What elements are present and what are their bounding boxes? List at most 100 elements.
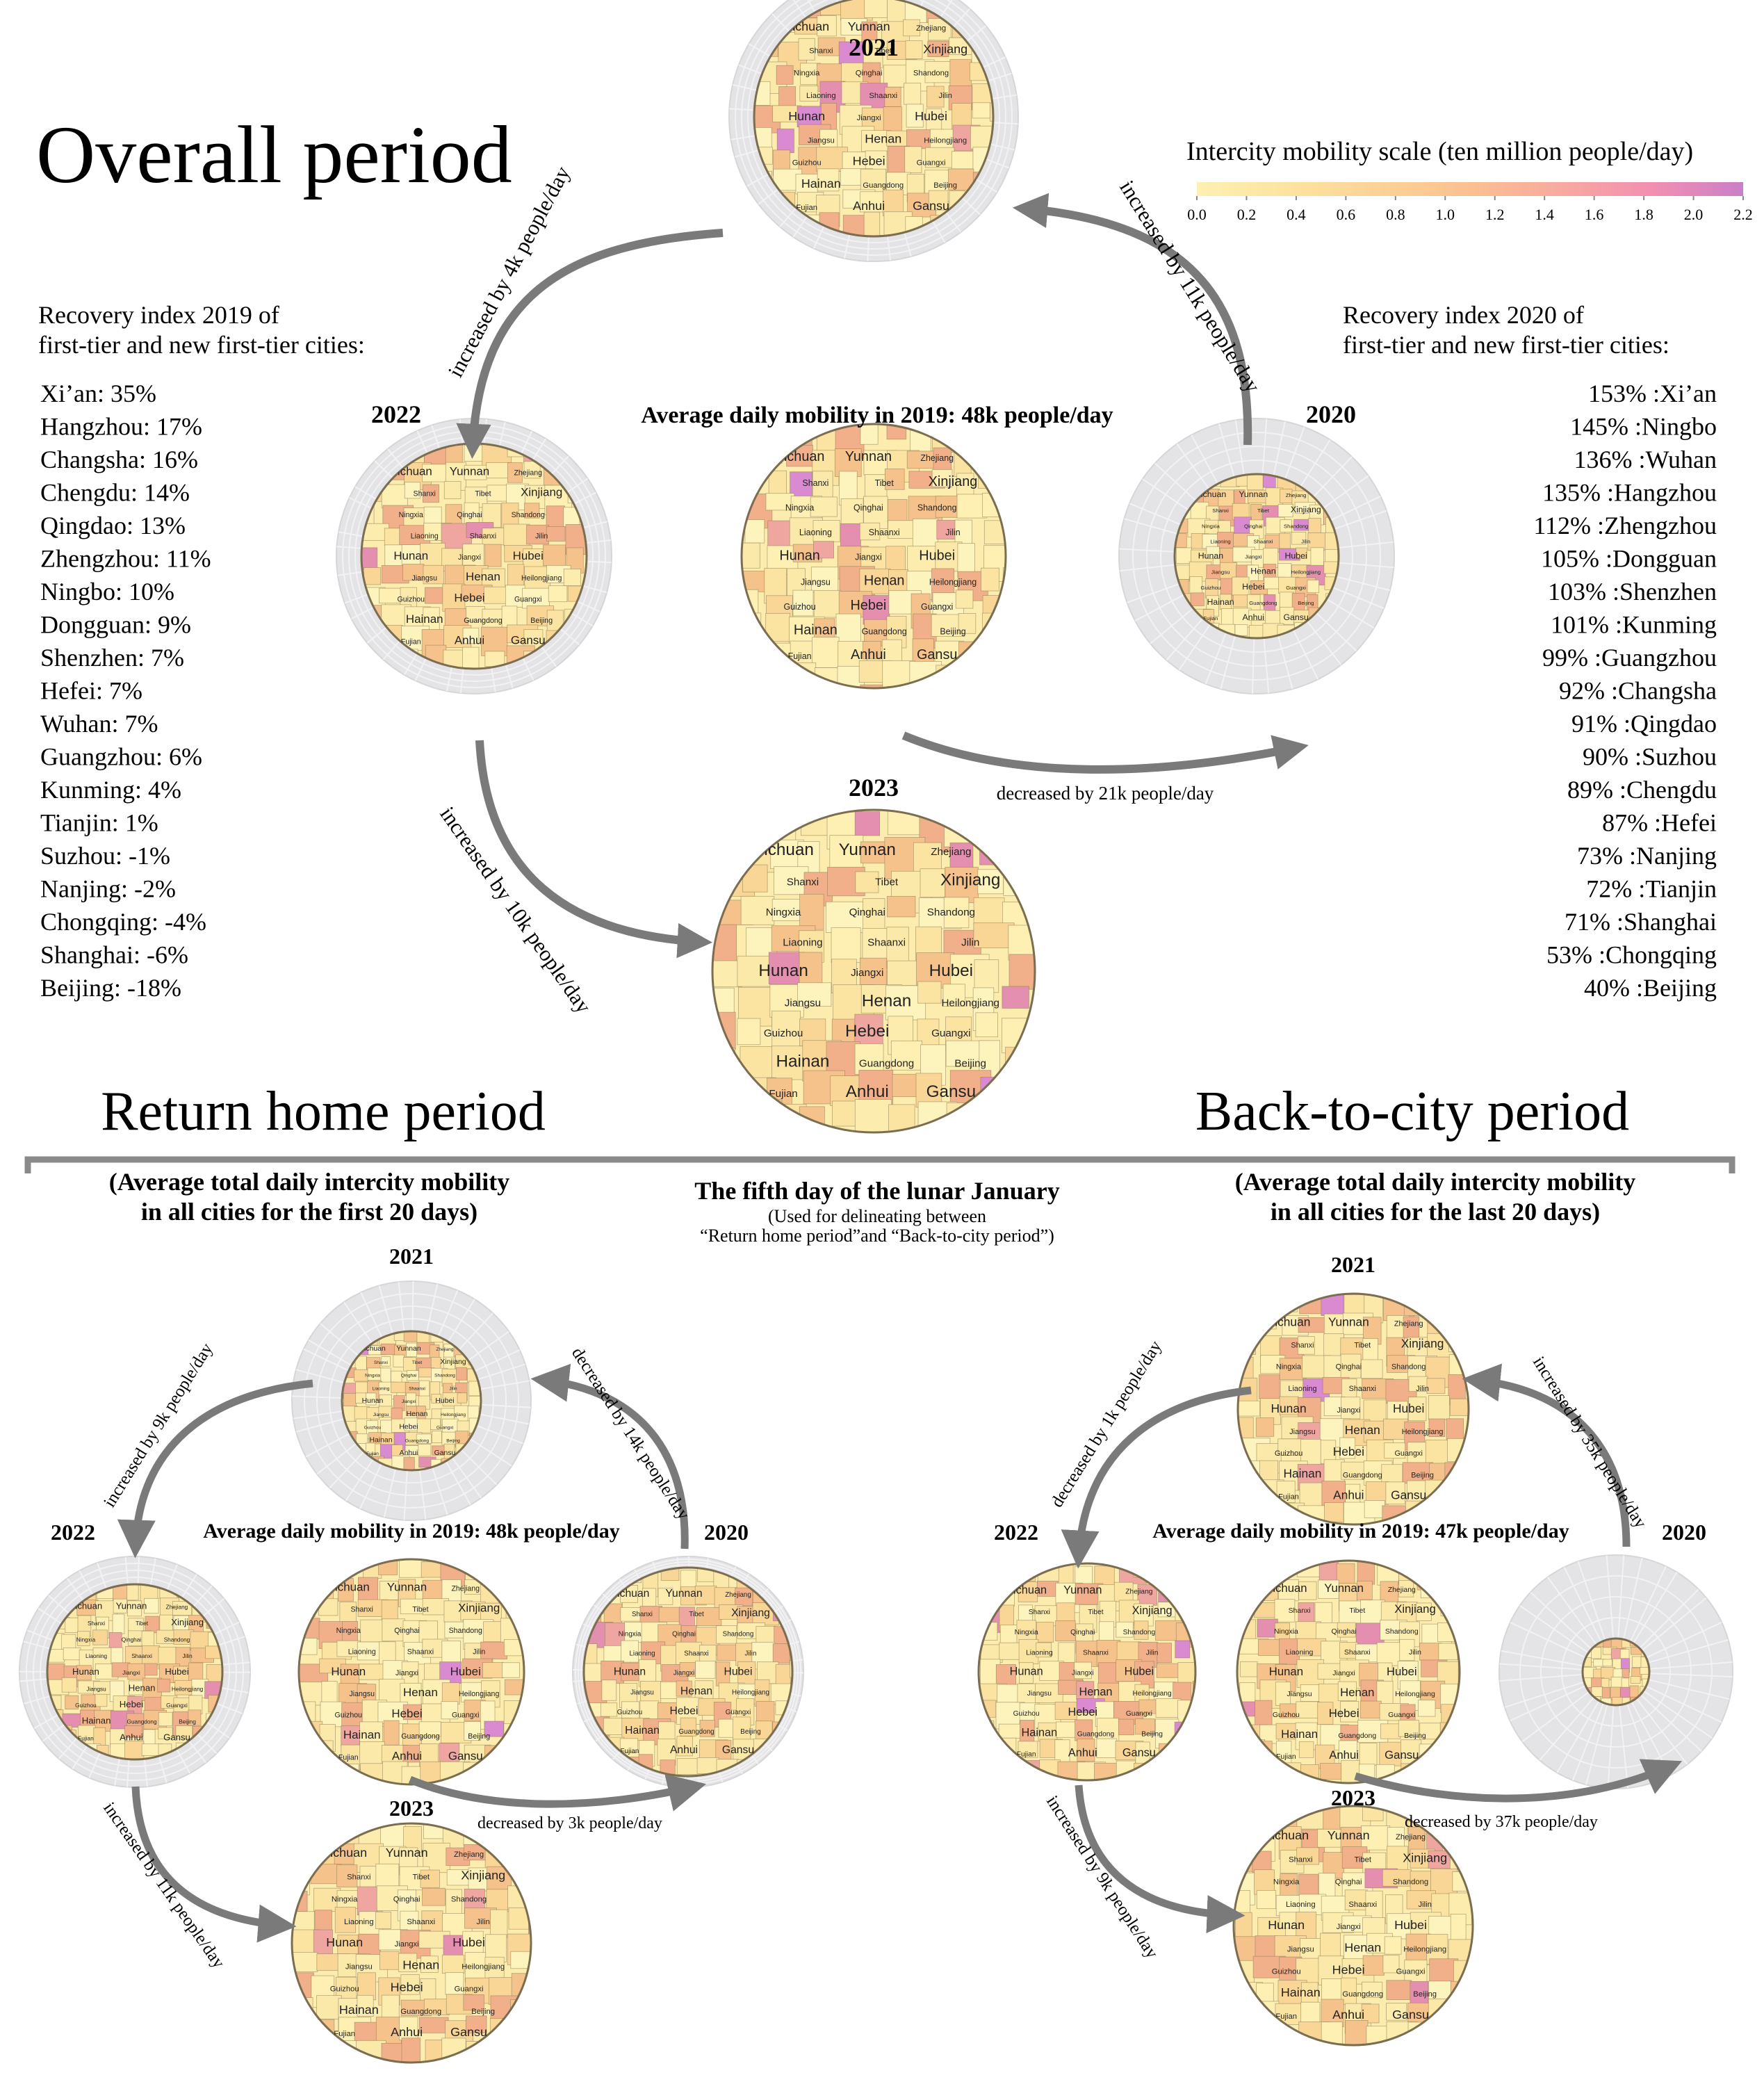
province-label: Jiangxi	[395, 1669, 418, 1677]
province-label: Guangdong	[401, 1732, 439, 1741]
province-label: Yunnan	[1239, 489, 1268, 499]
province-label: Hebei	[399, 1424, 418, 1431]
province-label: Ningxia	[1273, 1878, 1300, 1887]
province-label: Guizhou	[792, 159, 822, 168]
province-label: Shaanxi	[1253, 538, 1273, 544]
province-label: Liaoning	[799, 528, 832, 537]
province-label: Guangxi	[931, 1027, 971, 1039]
province-label: Heilongjiang	[172, 1686, 204, 1692]
province-label: Henan	[864, 573, 905, 588]
recovery-2020-block: Recovery index 2020 of first-tier and ne…	[1343, 301, 1717, 1002]
province-label: Fujian	[366, 1451, 379, 1456]
province-label: Jilin	[1419, 1901, 1432, 1909]
recovery-2020-item: 136% :Wuhan	[1574, 446, 1717, 473]
province-label: Hainan	[1281, 1985, 1321, 1999]
return-arrow-label-2022-2023: increased by 11k people/day	[99, 1799, 229, 1972]
province-label: Hainan	[82, 1716, 111, 1726]
province-label: Jiangsu	[345, 1962, 373, 1971]
province-label: Guangxi	[1388, 1711, 1415, 1719]
province-label: Hainan	[339, 2003, 379, 2017]
legend-tick-label: 2.0	[1684, 206, 1704, 223]
province-label: Hebei	[1068, 1706, 1097, 1718]
province-label: Yunnan	[665, 1588, 702, 1600]
province-label: Zhejiang	[454, 1851, 484, 1859]
province-label: Henan	[1340, 1686, 1374, 1699]
province-label: Guizhou	[398, 596, 425, 604]
province-label: Guangxi	[1394, 1449, 1422, 1458]
province-label: Xinjiang	[1394, 1602, 1436, 1616]
recovery-2019-item: Ningbo: 10%	[40, 578, 174, 605]
province-label: Sichuan	[1265, 1581, 1307, 1595]
province-label: Hunan	[362, 1397, 384, 1405]
return-arrow-label-2020-2021: decreased by 14k people/day	[568, 1344, 694, 1524]
province-label: Sichuan	[1006, 1584, 1047, 1597]
province-label: Xinjiang	[171, 1617, 204, 1627]
province-label: Sichuan	[327, 1580, 370, 1593]
province-label: Guizhou	[1273, 1711, 1300, 1719]
province-label: Shandong	[451, 1896, 487, 1904]
legend-tick-label: 0.0	[1187, 206, 1207, 223]
province-label: Guangxi	[917, 159, 946, 168]
recovery-2020-item: 101% :Kunming	[1551, 611, 1717, 639]
province-label: Beijing	[1404, 1732, 1426, 1740]
province-label: Gansu	[1385, 1748, 1419, 1762]
overall-year-2020: 2020	[1306, 400, 1356, 428]
province-label: Jilin	[1301, 538, 1310, 544]
province-label: Shandong	[723, 1630, 754, 1638]
province-label: Guangdong	[1249, 600, 1277, 606]
province-label: Hebei	[850, 598, 886, 613]
province-label: Anhui	[853, 199, 885, 213]
province-label: Beijing	[954, 1057, 986, 1069]
province-label: Hebei	[1329, 1707, 1359, 1720]
recovery-2019-item: Changsha: 16%	[40, 446, 198, 473]
province-label: Fujian	[1278, 1493, 1299, 1501]
legend-tick-label: 0.6	[1337, 206, 1356, 223]
province-label: Jilin	[1146, 1649, 1159, 1657]
province-label: Shanxi	[374, 1360, 389, 1365]
province-label: Qinghai	[854, 503, 883, 512]
province-label: Shanxi	[1029, 1609, 1050, 1616]
province-label: Hebei	[1332, 1963, 1365, 1977]
province-label: Hainan	[406, 612, 443, 626]
province-label: Shanxi	[787, 876, 819, 888]
return-year-2022: 2022	[51, 1520, 95, 1545]
province-label: Yunnan	[1328, 1315, 1369, 1328]
province-label: Tibet	[874, 47, 892, 55]
overall-arrow-2019-2020	[901, 731, 1309, 774]
province-label: Hunan	[1269, 1665, 1303, 1678]
province-label: Fujian	[769, 1088, 797, 1100]
province-label: Shaanxi	[684, 1650, 708, 1657]
province-label: Heilongjiang	[1395, 1691, 1435, 1698]
province-label: Jiangxi	[855, 553, 882, 562]
province-label: Hainan	[1283, 1466, 1321, 1480]
recovery-2019-item: Shanghai: -6%	[40, 941, 188, 969]
province-label: Tibet	[412, 1606, 428, 1614]
province-label: Jiangxi	[122, 1670, 140, 1676]
province-label: Shaanxi	[1348, 1901, 1377, 1909]
province-label: Shanxi	[88, 1620, 105, 1627]
province-label: Ningxia	[365, 1374, 380, 1378]
province-label: Hubei	[452, 1935, 485, 1949]
province-label: Shandong	[1123, 1629, 1156, 1636]
province-label: Qinghai	[1332, 1628, 1357, 1636]
province-label: Hainan	[776, 1052, 829, 1071]
province-label: Qinghai	[1244, 523, 1263, 529]
province-label: Hunan	[788, 109, 825, 123]
recovery-2019-item: Guangzhou: 6%	[40, 743, 202, 771]
recovery-2020-item: 72% :Tianjin	[1586, 875, 1717, 903]
province-label: Hunan	[758, 961, 808, 980]
lunar-note-line1: (Used for delineating between	[768, 1206, 986, 1226]
province-label: Zhejiang	[514, 469, 542, 477]
recovery-2020-title-line1: Recovery index 2020 of	[1343, 301, 1584, 329]
province-label: Liaoning	[1026, 1649, 1053, 1657]
province-label: Gansu	[926, 1082, 976, 1101]
province-label: Anhui	[1329, 1748, 1359, 1762]
province-label: Fujian	[78, 1735, 94, 1741]
legend-tick-label: 0.4	[1287, 206, 1306, 223]
province-label: Henan	[407, 1410, 428, 1418]
return-year-2023: 2023	[389, 1796, 434, 1821]
province-label: Hebei	[845, 1022, 889, 1041]
province-label: Yunnan	[848, 19, 890, 33]
province-label: Tibet	[1354, 1855, 1371, 1864]
province-label: Qinghai	[122, 1637, 142, 1643]
